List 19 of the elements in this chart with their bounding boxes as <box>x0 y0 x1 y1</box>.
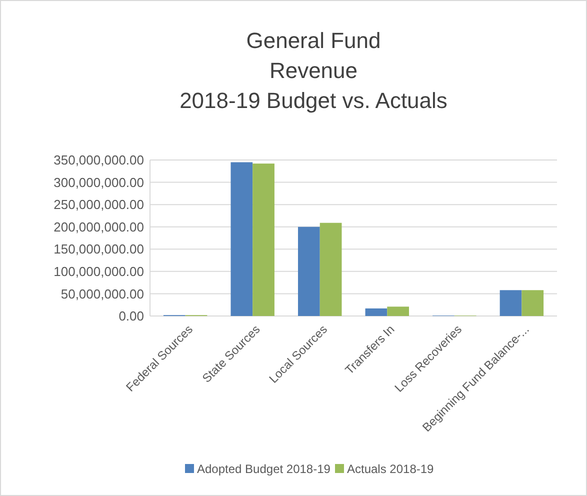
bar <box>500 290 522 316</box>
y-tick-label: 200,000,000.00 <box>54 219 144 234</box>
y-tick-label: 100,000,000.00 <box>54 264 144 279</box>
y-tick-label: 50,000,000.00 <box>60 286 144 302</box>
y-tick-label: 350,000,000.00 <box>54 152 144 168</box>
bar <box>252 164 274 316</box>
bar <box>298 226 320 316</box>
bar <box>522 290 544 316</box>
legend-label: Actuals 2018-19 <box>347 462 434 476</box>
bar <box>230 162 253 316</box>
y-tick-label: 150,000,000.00 <box>54 242 144 257</box>
y-tick-label: 250,000,000.00 <box>54 197 144 212</box>
legend-label: Adopted Budget 2018-19 <box>197 462 331 476</box>
bar <box>365 308 388 316</box>
y-tick-label: 300,000,000.00 <box>54 174 144 190</box>
bar <box>320 222 342 316</box>
y-tick-label: 0.00 <box>118 308 144 324</box>
chart-title: General Fund Revenue 2018-19 Budget vs. Actuals <box>180 28 448 113</box>
bar <box>387 306 409 316</box>
